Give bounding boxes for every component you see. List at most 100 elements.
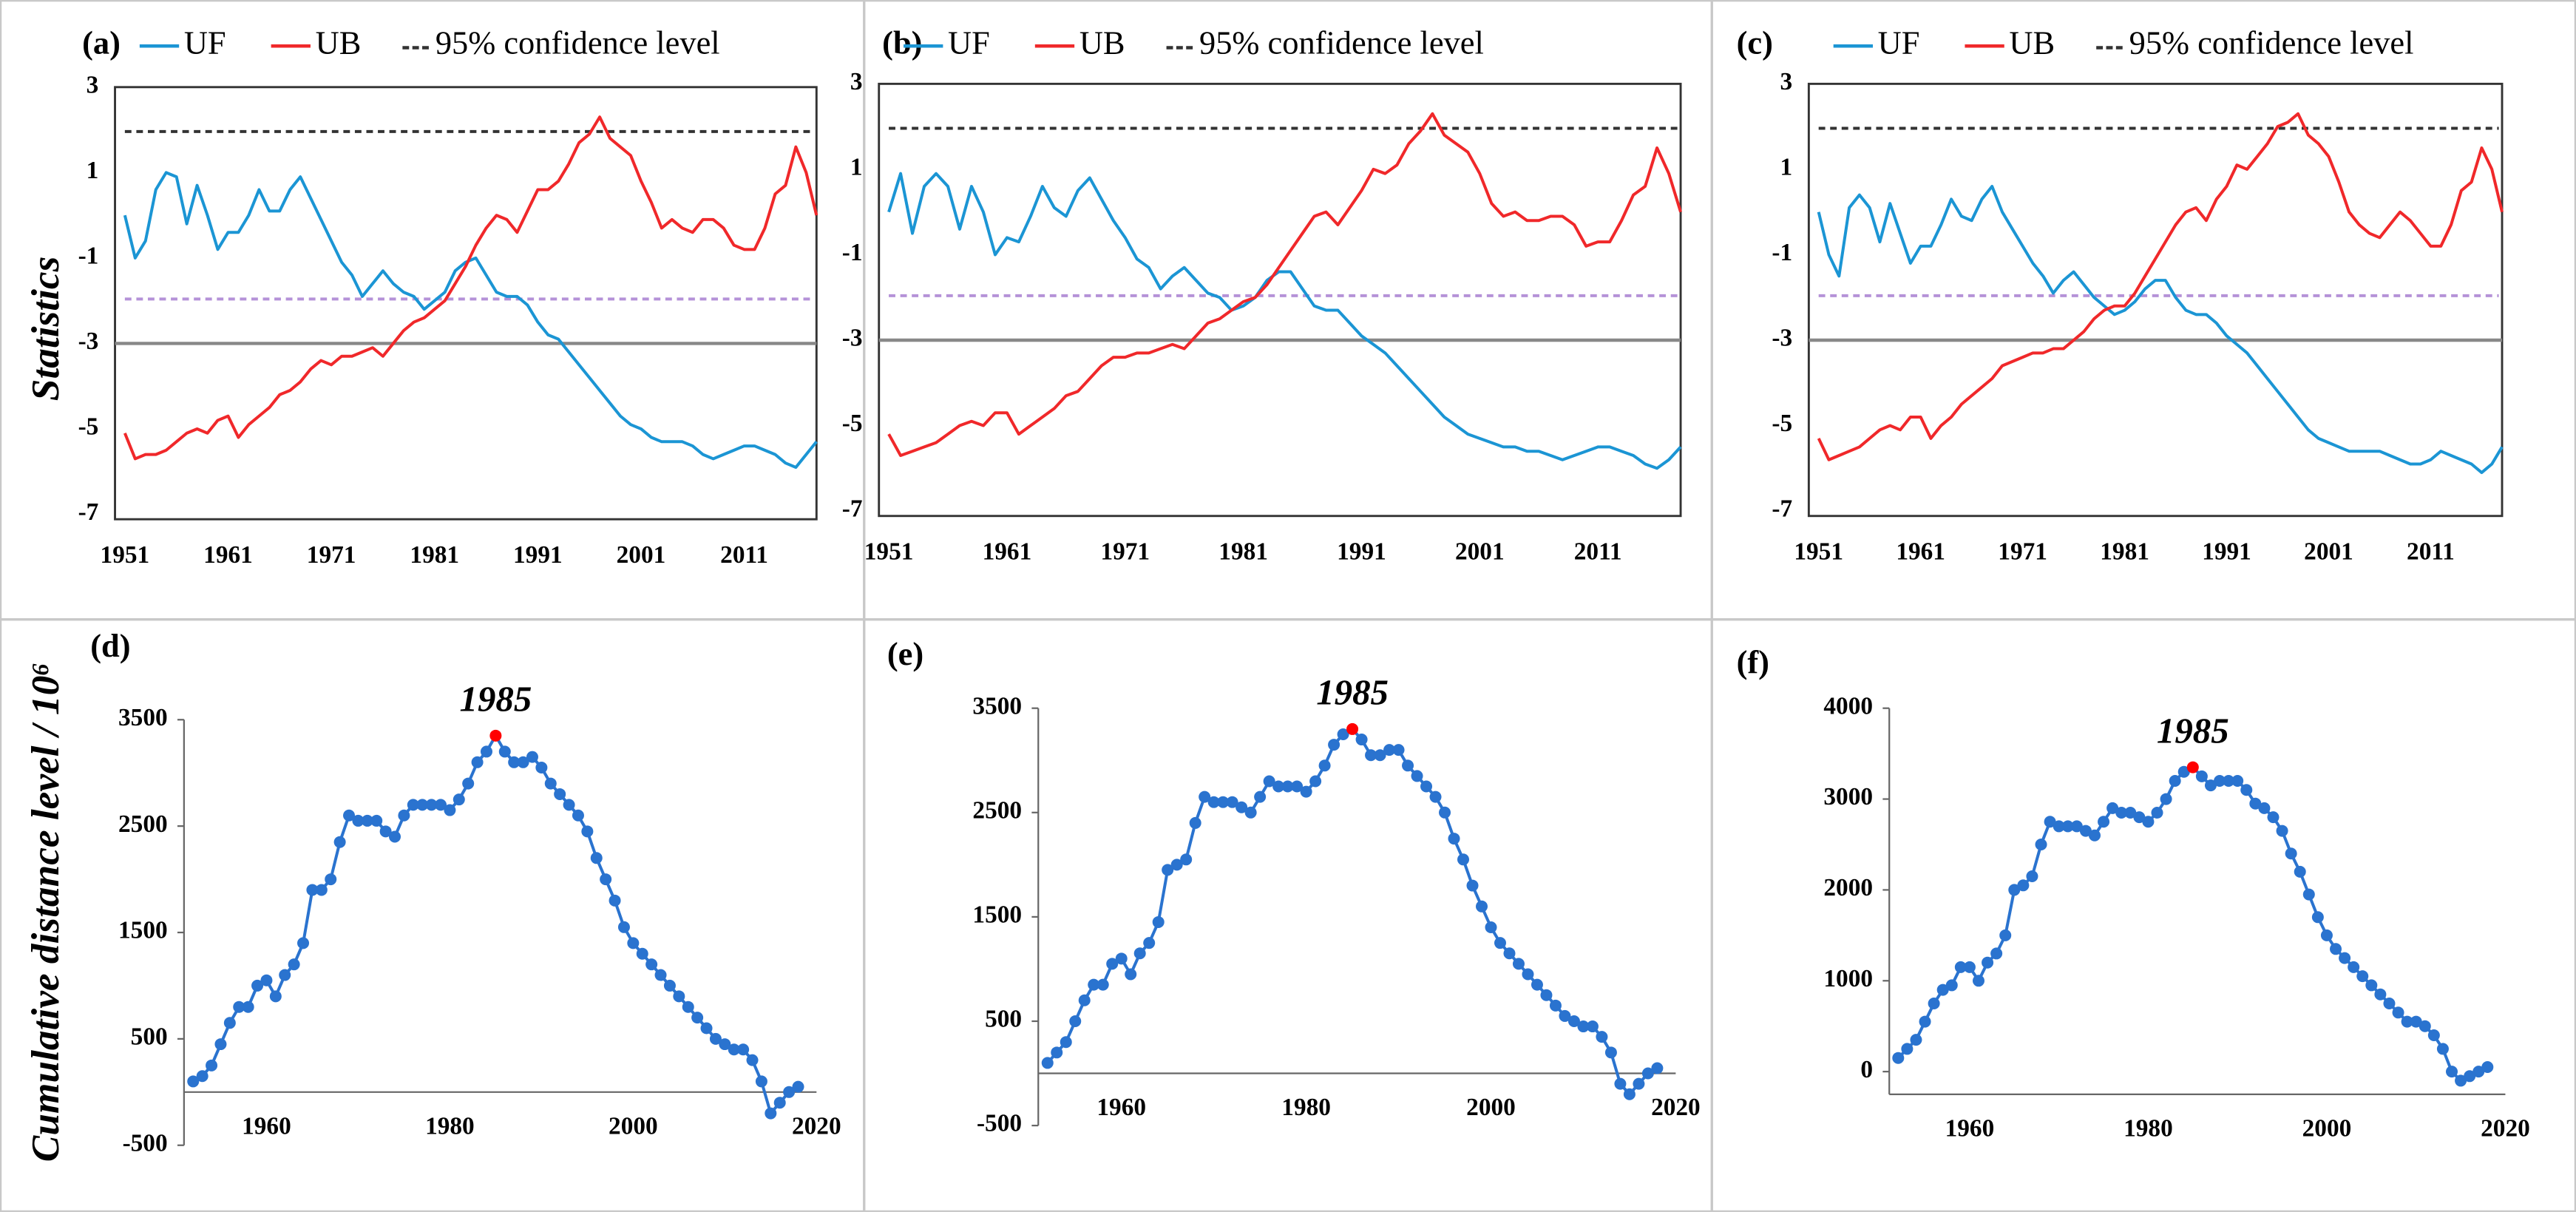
panel-label: (a) (82, 24, 121, 61)
data-point (444, 804, 456, 816)
data-point (2401, 1015, 2413, 1028)
data-point (196, 1070, 209, 1083)
peak-annotation: 1985 (1316, 672, 1389, 713)
data-point (361, 814, 373, 827)
data-point (1494, 937, 1506, 949)
data-point (1990, 947, 2003, 960)
data-point (737, 1043, 750, 1056)
x-tick-label: 1961 (983, 538, 1032, 565)
data-point (1069, 1015, 1082, 1027)
data-point (1503, 947, 1516, 960)
panel-label: (c) (1737, 24, 1773, 61)
plot-frame (878, 82, 1682, 518)
panel-label: (f) (1737, 643, 1769, 680)
x-tick-label: 2020 (2481, 1114, 2530, 1142)
data-point (2079, 825, 2092, 837)
data-point (600, 873, 612, 886)
data-point (2204, 779, 2217, 792)
data-point (2177, 765, 2190, 778)
data-point (1199, 790, 1211, 803)
data-point (389, 830, 401, 843)
data-point (1892, 1052, 1905, 1064)
x-tick-label: 1981 (1218, 538, 1268, 565)
data-point (1060, 1036, 1072, 1049)
data-point (2446, 1066, 2458, 1078)
data-point (1475, 900, 1488, 913)
data-point (206, 1059, 218, 1071)
data-point (783, 1086, 796, 1098)
y-tick-label: -500 (123, 1129, 168, 1157)
data-point (2223, 774, 2235, 787)
data-point (416, 799, 429, 811)
data-point (352, 814, 365, 827)
data-line (887, 172, 1682, 470)
x-tick-label: 1991 (513, 541, 563, 569)
data-point (1254, 790, 1267, 803)
y-tick-label: -7 (78, 498, 99, 526)
data-point (1365, 749, 1377, 762)
data-point (2070, 820, 2083, 833)
data-point (2088, 829, 2101, 842)
data-point (1189, 816, 1201, 829)
data-point (535, 762, 548, 773)
data-point (572, 809, 584, 822)
data-point (2214, 774, 2226, 787)
data-point (2053, 820, 2065, 833)
x-tick-label: 2000 (609, 1112, 658, 1140)
data-point (691, 1012, 704, 1024)
x-tick-label: 2001 (2304, 538, 2353, 565)
data-point (1143, 937, 1156, 949)
legend-label: 95% confidence level (2129, 24, 2414, 61)
data-point (462, 777, 475, 790)
data-point (2115, 806, 2128, 819)
data-point (214, 1038, 227, 1051)
data-point (2195, 770, 2208, 782)
data-point (1152, 915, 1165, 928)
data-point (1383, 744, 1396, 756)
y-tick-label: 2500 (118, 810, 168, 838)
highlight-point (2186, 761, 2199, 773)
data-point (2320, 929, 2333, 941)
data-point (1586, 1020, 1599, 1033)
data-point (2133, 811, 2146, 824)
data-point (1596, 1031, 1608, 1043)
y-tick-label: 3 (1780, 68, 1792, 95)
x-tick-label: 1960 (1945, 1114, 1995, 1142)
data-point (2276, 825, 2288, 837)
data-point (1429, 790, 1442, 803)
data-point (1567, 1015, 1580, 1027)
data-point (1485, 921, 1497, 933)
data-line (1817, 185, 2504, 475)
data-point (2339, 952, 2351, 964)
x-tick-label: 1961 (203, 541, 253, 569)
data-point (1531, 978, 1543, 991)
data-point (2249, 797, 2262, 810)
data-point (1162, 864, 1174, 876)
data-line (1046, 727, 1658, 1096)
plot-frame (114, 86, 818, 521)
data-point (453, 793, 465, 806)
y-tick-label: 500 (985, 1006, 1022, 1033)
y-tick-label: -3 (842, 325, 863, 352)
data-point (563, 799, 575, 811)
x-tick-label: 1951 (101, 541, 150, 569)
data-point (2160, 793, 2172, 805)
data-point (2240, 784, 2253, 796)
data-point (480, 745, 492, 758)
data-point (773, 1097, 786, 1109)
data-point (1217, 796, 1230, 808)
data-point (2348, 961, 2360, 973)
data-point (1651, 1062, 1664, 1074)
y-axis-label: Cumulative distance level / 10⁶ (23, 662, 67, 1162)
legend-label: UF (948, 24, 990, 61)
data-point (2035, 838, 2047, 850)
x-tick-label: 1971 (1998, 538, 2047, 565)
y-tick-label: -1 (842, 239, 863, 266)
data-point (1402, 759, 1414, 772)
data-point (1236, 801, 1248, 813)
data-point (627, 937, 640, 949)
data-point (1549, 999, 1562, 1012)
data-point (1466, 879, 1479, 892)
